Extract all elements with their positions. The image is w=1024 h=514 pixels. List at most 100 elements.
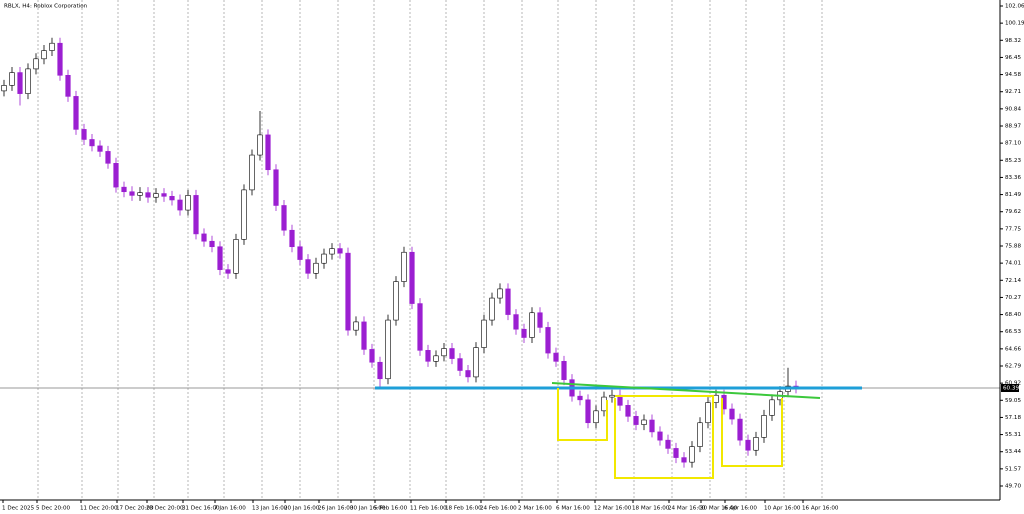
candle-body — [73, 96, 79, 130]
x-tick-label: 6 Apr 16:00 — [724, 506, 757, 512]
candle-body — [33, 58, 39, 70]
y-tick-label: 49.70 — [1005, 484, 1021, 490]
candle-body — [41, 50, 47, 60]
y-tick-label: 62.79 — [1005, 364, 1021, 370]
last-price-label: 60.39 — [1003, 386, 1019, 392]
candle-body — [585, 399, 591, 424]
candle-body — [441, 348, 447, 357]
candle-body — [17, 72, 23, 94]
candle-body — [521, 328, 527, 338]
y-tick-label: 59.05 — [1005, 398, 1021, 404]
candle-body — [753, 437, 759, 451]
candle-body — [745, 439, 751, 451]
x-tick-label: 24 Feb 16:00 — [480, 506, 517, 512]
y-tick-label: 51.57 — [1005, 466, 1021, 472]
x-tick-label: 5 Feb 16:00 — [374, 506, 408, 512]
candle-body — [641, 419, 647, 425]
candle-body — [209, 240, 215, 248]
y-tick-label: 90.84 — [1005, 106, 1021, 112]
candle-body — [657, 431, 663, 441]
candle-body — [529, 312, 535, 338]
candle-body — [81, 129, 87, 140]
x-tick-label: 17 Dec 20:00 — [116, 506, 154, 512]
x-tick-label: 26 Jan 16:00 — [318, 506, 354, 512]
y-tick-label: 57.18 — [1005, 415, 1021, 421]
x-tick-label: 10 Apr 16:00 — [764, 506, 801, 512]
candle-body — [649, 419, 655, 433]
candle-body — [297, 246, 303, 260]
candle-body — [433, 355, 439, 362]
candle-body — [761, 415, 767, 438]
y-tick-label: 68.40 — [1005, 312, 1021, 318]
candle-body — [601, 396, 607, 412]
candle-body — [769, 399, 775, 416]
y-tick-label: 66.53 — [1005, 329, 1021, 335]
x-tick-label: 18 Mar 16:00 — [632, 506, 670, 512]
candle-body — [1, 85, 7, 92]
candle-body — [49, 42, 55, 51]
y-tick-label: 98.32 — [1005, 38, 1021, 44]
pattern-box — [557, 388, 608, 441]
candle-body — [505, 288, 511, 315]
candle-body — [169, 196, 175, 201]
candle-body — [633, 416, 639, 425]
y-tick-label: 53.44 — [1005, 449, 1021, 455]
x-tick-label: 5 Dec 20:00 — [36, 506, 71, 512]
candle-body — [705, 402, 711, 424]
x-tick-label: 12 Mar 16:00 — [594, 506, 632, 512]
drawings — [375, 382, 862, 479]
candle-body — [145, 192, 151, 198]
x-tick-label: 11 Dec 20:00 — [80, 506, 118, 512]
candle-body — [689, 446, 695, 463]
candle-body — [401, 251, 407, 282]
candle-body — [257, 134, 263, 156]
candle-body — [465, 370, 471, 378]
candle-body — [217, 246, 223, 270]
candle-body — [121, 186, 127, 193]
y-tick-label: 75.88 — [1005, 244, 1021, 250]
candle-body — [377, 361, 383, 380]
candle-body — [681, 457, 687, 463]
candle-body — [281, 205, 287, 231]
chart-title: RBLX, H4: Roblox Corporation — [4, 4, 88, 10]
pattern-box — [614, 395, 714, 479]
x-tick-label: 24 Mar 16:00 — [668, 506, 706, 512]
candle-body — [329, 248, 335, 255]
x-tick-label: 18 Feb 16:00 — [445, 506, 482, 512]
candle-body — [393, 281, 399, 321]
y-tick-label: 83.36 — [1005, 175, 1021, 181]
x-tick-label: 2 Mar 16:00 — [518, 506, 552, 512]
candle-body — [65, 75, 71, 97]
candle-body — [201, 233, 207, 242]
candle-body — [321, 253, 327, 264]
candle-body — [577, 395, 583, 401]
candle-body — [289, 229, 295, 248]
y-tick-label: 64.66 — [1005, 346, 1021, 352]
y-tick-label: 92.71 — [1005, 89, 1021, 95]
candle-body — [265, 134, 271, 171]
candle-body — [409, 251, 415, 304]
y-tick-label: 72.14 — [1005, 278, 1021, 284]
candle-body — [473, 347, 479, 378]
candle-body — [369, 349, 375, 363]
x-tick-label: 6 Mar 16:00 — [556, 506, 590, 512]
candle-body — [609, 394, 615, 398]
candle-body — [97, 145, 103, 152]
y-tick-label: 96.45 — [1005, 55, 1021, 61]
candle-body — [249, 154, 255, 191]
candle-body — [337, 248, 343, 254]
candle-body — [361, 321, 367, 350]
candle-body — [345, 252, 351, 331]
candle-body — [241, 189, 247, 240]
candle-body — [353, 321, 359, 331]
candle-body — [449, 348, 455, 359]
candle-body — [25, 68, 31, 94]
candle-body — [457, 358, 463, 371]
last-price-box — [1001, 384, 1019, 393]
trend-line — [551, 382, 821, 399]
candle-body — [497, 288, 503, 299]
candle-body — [513, 314, 519, 330]
candle-body — [233, 239, 239, 274]
candle-body — [417, 303, 423, 351]
